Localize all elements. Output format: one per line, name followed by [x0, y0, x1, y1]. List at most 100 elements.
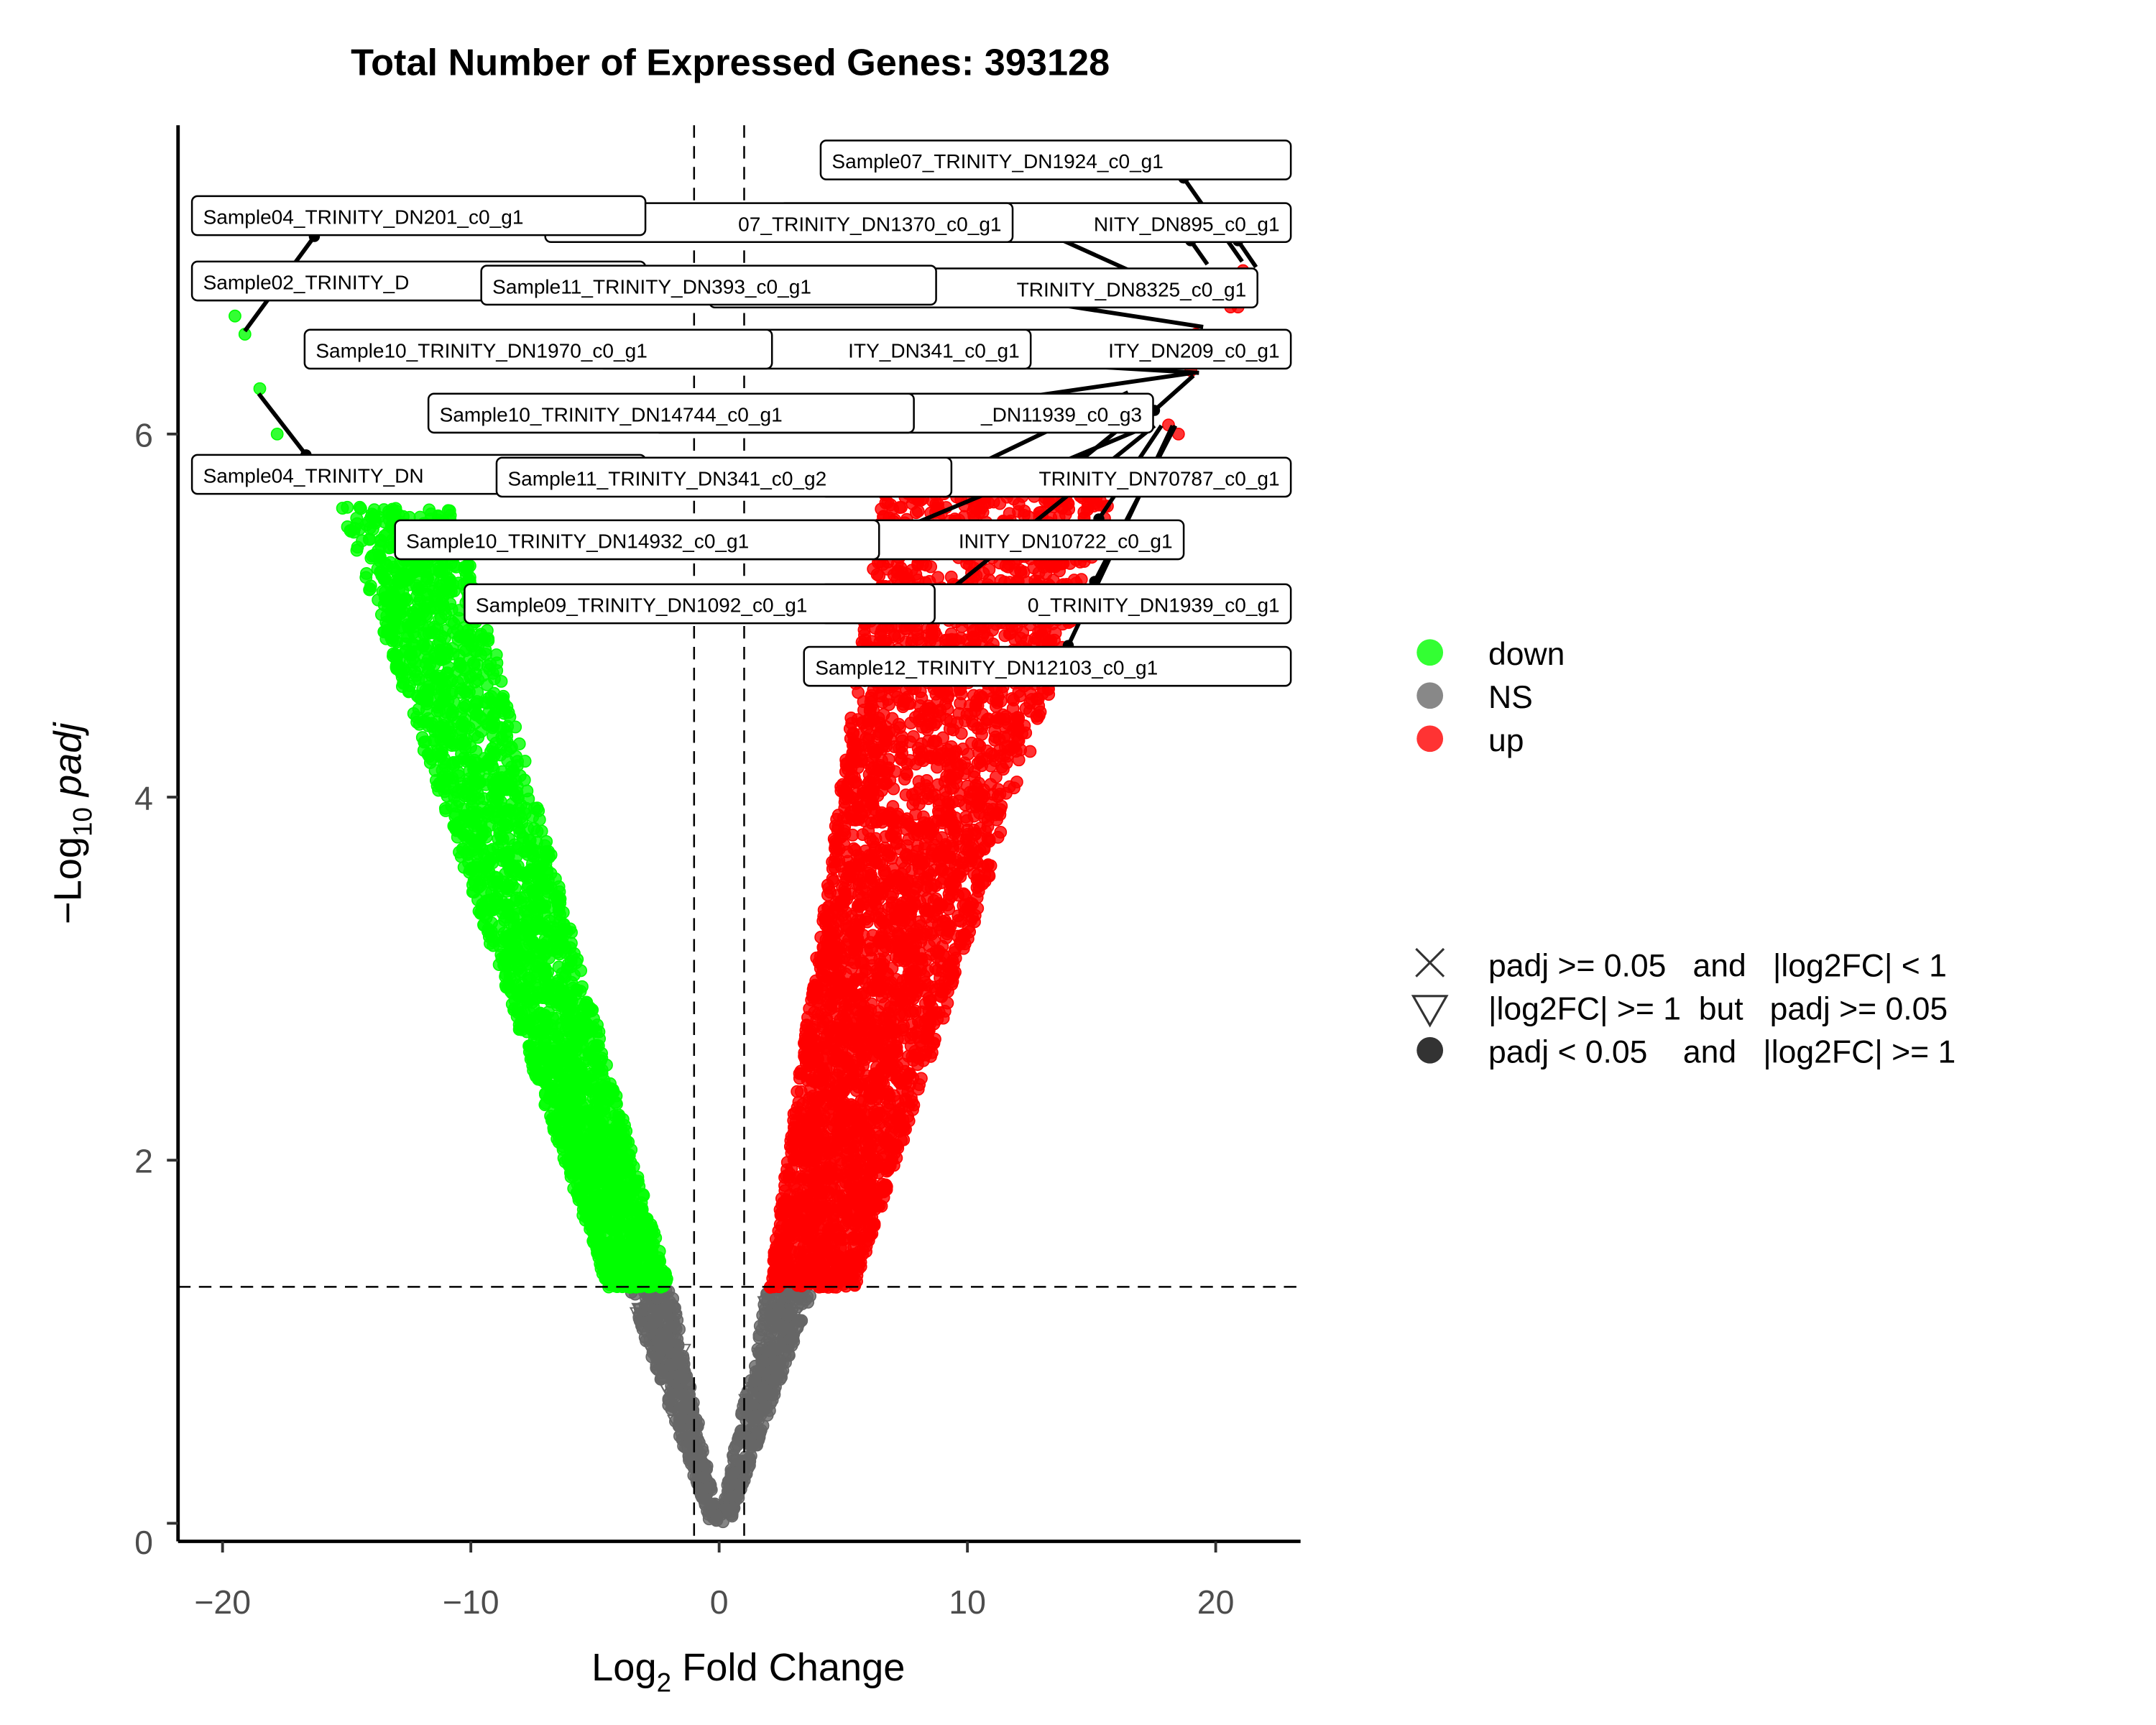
point-down	[497, 696, 510, 709]
point-down	[505, 783, 519, 797]
point-down	[498, 914, 511, 927]
point-ns-triangle	[656, 1345, 673, 1360]
point-down	[377, 625, 391, 638]
point-down	[399, 637, 413, 650]
point-down	[407, 626, 420, 640]
point-down	[608, 1174, 622, 1187]
point-down	[450, 799, 464, 813]
point-down	[537, 901, 550, 914]
point-ns	[681, 1376, 695, 1390]
point-down	[374, 565, 387, 579]
point-down	[501, 960, 515, 973]
point-ns	[754, 1407, 768, 1421]
point-down	[522, 971, 535, 985]
point-ns-triangle	[736, 1459, 752, 1474]
point-down	[510, 750, 522, 763]
point-down	[353, 500, 367, 514]
point-down	[427, 584, 441, 598]
point-down	[564, 1039, 578, 1052]
point-down	[378, 529, 391, 543]
point-ns	[744, 1398, 757, 1412]
point-down	[557, 990, 571, 1003]
point-down	[487, 934, 501, 948]
point-down	[587, 1012, 600, 1026]
point-down	[409, 656, 422, 670]
point-down	[585, 1160, 599, 1174]
point-down	[497, 722, 510, 735]
point-ns-triangle	[786, 1296, 802, 1311]
point-down	[400, 667, 413, 681]
point-down	[494, 675, 508, 688]
point-down	[574, 964, 588, 978]
point-down	[600, 1198, 614, 1212]
point-down	[500, 901, 514, 915]
point-down	[604, 1218, 617, 1231]
point-down	[474, 776, 487, 789]
point-ns	[752, 1425, 765, 1438]
point-down	[390, 649, 404, 663]
point-down	[610, 1098, 623, 1110]
point-down	[336, 502, 349, 515]
point-down	[425, 753, 438, 766]
point-down	[619, 1133, 632, 1146]
point-down	[489, 648, 503, 661]
point-down	[528, 801, 541, 815]
point-down	[461, 558, 474, 572]
point-down	[593, 1151, 606, 1164]
point-down	[607, 1124, 621, 1138]
point-down	[420, 691, 434, 704]
point-down	[548, 1095, 561, 1109]
point-down	[468, 658, 481, 671]
point-down	[584, 1070, 597, 1083]
point-down	[530, 888, 543, 902]
point-ns	[720, 1501, 733, 1514]
point-down	[592, 1060, 605, 1074]
point-ns	[768, 1388, 781, 1402]
point-down	[482, 865, 496, 878]
point-down	[515, 799, 528, 812]
point-down	[576, 980, 589, 993]
point-down	[430, 704, 444, 718]
point-down	[531, 917, 545, 931]
point-ns	[675, 1427, 688, 1440]
point-down	[455, 717, 469, 731]
point-down	[608, 1261, 622, 1274]
point-ns-triangle	[653, 1361, 669, 1376]
point-ns	[729, 1439, 742, 1453]
point-ns	[685, 1452, 699, 1466]
point-down	[351, 540, 364, 554]
point-down	[535, 874, 549, 888]
point-down	[402, 571, 416, 585]
point-down	[517, 773, 531, 787]
point-down	[509, 720, 522, 734]
point-down	[467, 874, 481, 888]
point-down	[538, 947, 552, 961]
point-down	[523, 834, 537, 847]
point-down	[364, 582, 377, 596]
data-points	[229, 264, 1250, 1529]
point-down	[553, 908, 566, 921]
point-down	[487, 746, 501, 760]
point-down	[442, 731, 456, 745]
point-down	[387, 600, 401, 614]
point-down	[632, 1179, 646, 1193]
point-ns	[766, 1373, 780, 1386]
point-ns	[767, 1308, 780, 1322]
point-ns	[633, 1315, 647, 1328]
point-down	[448, 780, 461, 794]
point-down	[542, 845, 556, 858]
point-down	[553, 1110, 566, 1124]
point-down	[506, 765, 520, 778]
point-ns	[758, 1293, 772, 1306]
point-down	[469, 716, 482, 730]
point-ns-triangle	[648, 1322, 665, 1338]
point-down	[576, 1186, 589, 1199]
point-down	[453, 658, 466, 671]
point-down	[550, 1132, 564, 1146]
point-ns	[699, 1470, 712, 1484]
point-down	[470, 850, 484, 863]
point-down	[610, 1141, 623, 1155]
point-down	[546, 1011, 560, 1025]
point-down	[526, 985, 540, 998]
point-down	[576, 1079, 590, 1092]
